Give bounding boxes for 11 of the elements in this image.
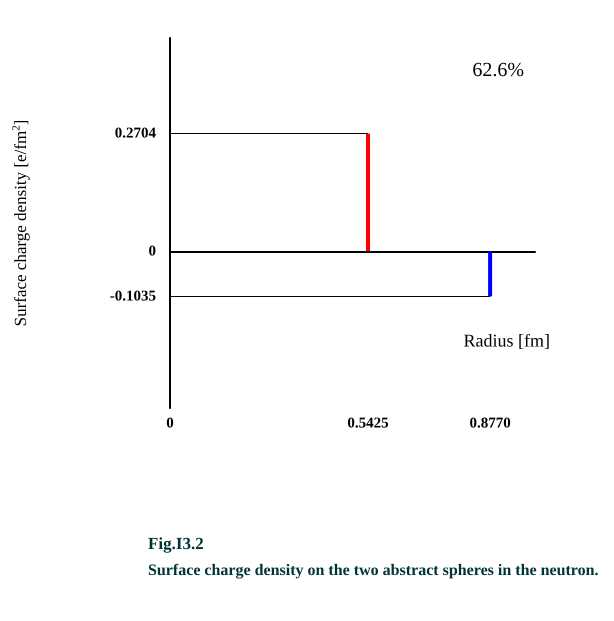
text: Fig.I3.2 [148, 534, 204, 553]
y-axis-title: Surface charge density [e/fm2] [10, 120, 30, 326]
y-tick-label: -0.1035 [110, 288, 156, 304]
x-tick-label: 0.5425 [347, 416, 389, 432]
y-tick-label: 0 [148, 243, 156, 260]
annotation: 62.6% [472, 59, 524, 81]
x-tick-label: 0.8770 [469, 416, 511, 432]
text: Surface charge density on the two abstract spheres in the neutron. [148, 562, 598, 579]
x-tick-label: 0 [166, 416, 174, 432]
y-tick-label: 0.2704 [114, 126, 156, 142]
x-axis-title: Radius [fm] [464, 330, 550, 350]
